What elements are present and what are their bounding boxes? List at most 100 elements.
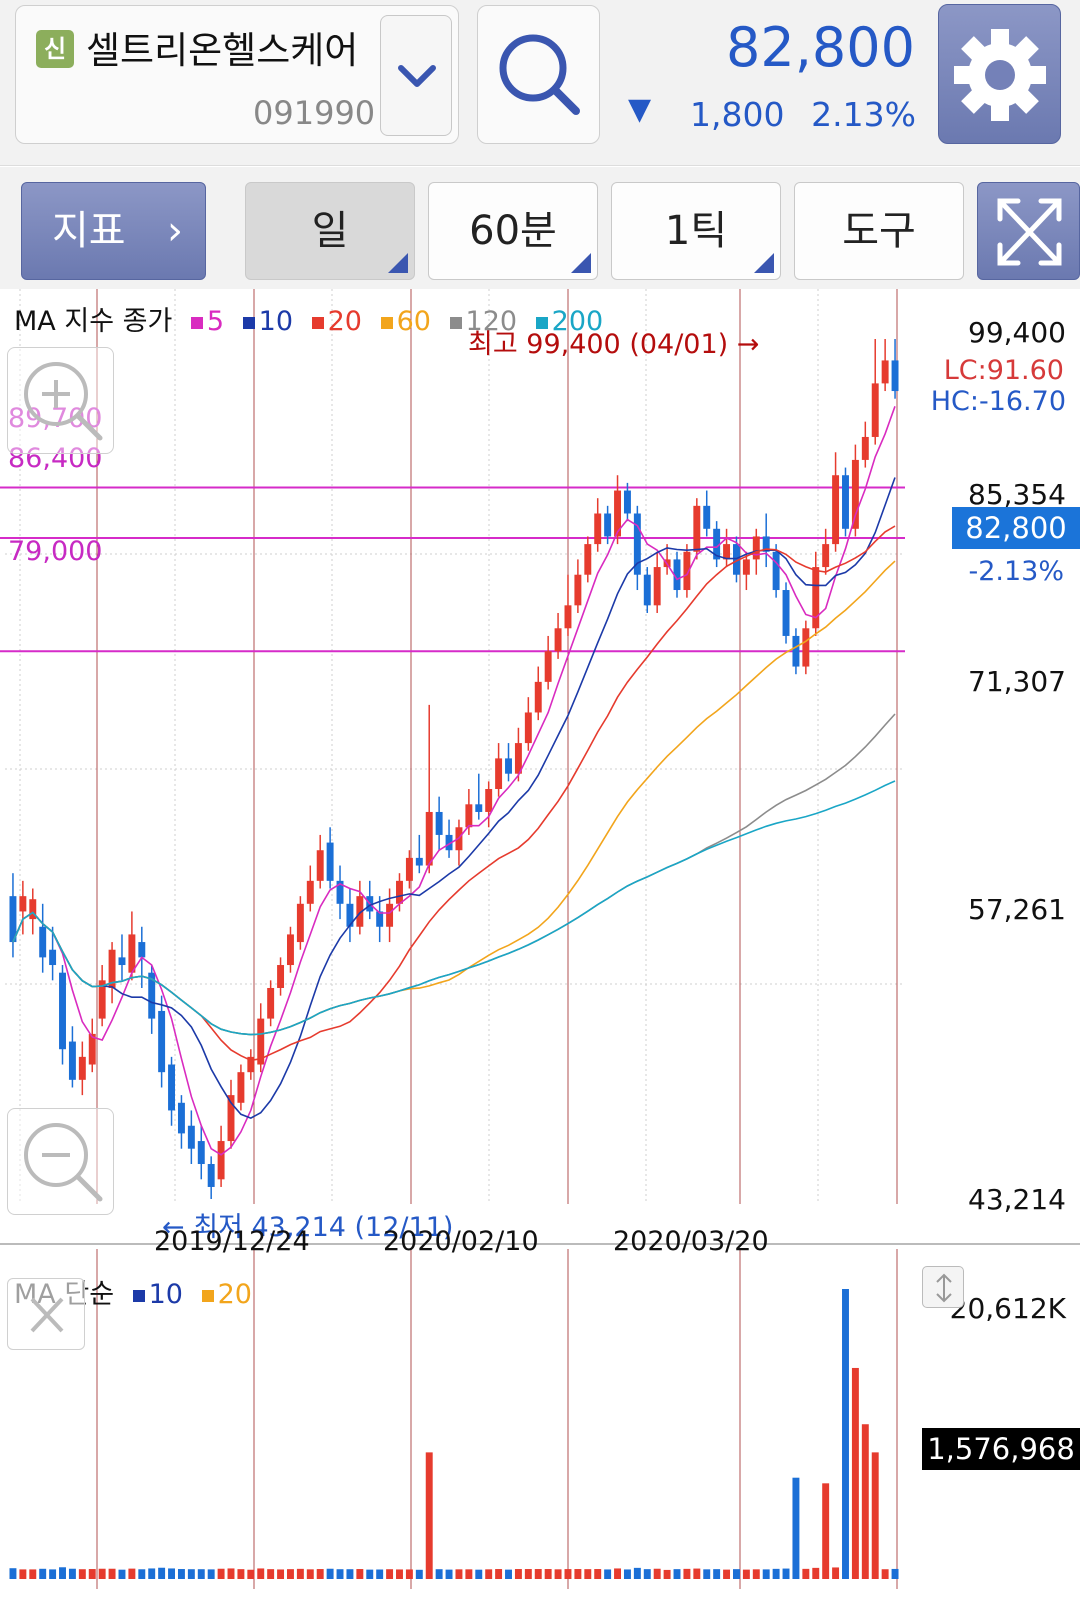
volume-bar — [316, 1569, 324, 1579]
volume-bar — [108, 1568, 116, 1579]
volume-bar — [455, 1569, 463, 1579]
candle-body — [356, 896, 364, 927]
volume-bar — [366, 1569, 374, 1579]
candle-body — [197, 1141, 205, 1165]
current-change-percent: -2.13% — [968, 556, 1064, 587]
legend-label-5: 5 — [206, 306, 225, 337]
volume-bar — [792, 1477, 800, 1579]
candle-body — [177, 1102, 185, 1134]
candle-body — [346, 903, 354, 927]
volume-max-label: 20,612K — [949, 1292, 1066, 1325]
candle-body — [465, 804, 473, 828]
volume-bar — [851, 1367, 859, 1579]
legend-label-200: 200 — [551, 306, 604, 337]
volume-bar — [306, 1569, 314, 1579]
volume-bar — [782, 1568, 790, 1579]
candle-body — [514, 743, 522, 774]
price-volume-chart[interactable] — [0, 289, 1080, 1597]
volume-bar — [574, 1569, 582, 1579]
candle-body — [68, 1041, 76, 1080]
tools-button[interactable]: 도구 — [794, 182, 964, 280]
candle-body — [118, 957, 126, 966]
hline-label-89700: 89,700 — [8, 403, 103, 434]
candle-body — [286, 934, 294, 966]
lc-value: LC:91.60 — [943, 355, 1064, 386]
volume-bar — [524, 1569, 532, 1579]
volume-bar — [138, 1569, 146, 1579]
volume-bar — [396, 1569, 403, 1579]
volume-bar — [871, 1452, 879, 1579]
volume-bar — [604, 1569, 612, 1579]
volume-bar — [197, 1569, 205, 1579]
volume-bar — [732, 1569, 740, 1579]
period-60min-button[interactable]: 60분 — [428, 182, 598, 280]
volume-bar — [29, 1569, 37, 1579]
settings-button[interactable] — [938, 4, 1061, 144]
volume-bar — [544, 1569, 552, 1579]
volume-bar — [267, 1569, 275, 1579]
volume-bar — [386, 1569, 394, 1579]
search-button[interactable] — [477, 5, 600, 144]
candle-body — [713, 528, 721, 560]
volume-bar — [772, 1568, 780, 1579]
volume-bar — [802, 1568, 810, 1579]
stock-selector[interactable]: 신 셀트리온헬스케어 091990 — [15, 5, 459, 144]
candle-body — [257, 1018, 265, 1065]
volume-bar — [286, 1569, 294, 1579]
legend-label-120: 120 — [465, 306, 518, 337]
candle-body — [812, 567, 820, 629]
corner-triangle-icon — [571, 253, 591, 273]
zoom-in-button[interactable] — [7, 347, 114, 454]
zoom-out-button[interactable] — [7, 1108, 114, 1215]
candle-body — [653, 567, 661, 606]
volume-bar — [861, 1424, 869, 1579]
period-60min-label: 60분 — [469, 208, 557, 254]
expand-button[interactable] — [977, 182, 1080, 280]
candle-body — [723, 544, 731, 560]
volume-bar — [762, 1569, 770, 1579]
candle-body — [693, 505, 701, 552]
volume-bar — [742, 1569, 750, 1579]
candle-body — [59, 972, 66, 1050]
stock-dropdown-button[interactable] — [380, 15, 452, 136]
candle-body — [128, 934, 136, 973]
volume-bar — [842, 1289, 849, 1579]
volume-bar — [514, 1569, 522, 1579]
volume-bar — [812, 1567, 820, 1579]
candle-body — [802, 628, 810, 667]
current-price: 82,800 — [726, 16, 915, 79]
legend-swatch-60 — [380, 316, 393, 329]
volume-bar — [336, 1569, 344, 1579]
legend-swatch-120 — [449, 316, 462, 329]
candle-body — [306, 880, 314, 904]
close-volume-button[interactable] — [7, 1278, 85, 1350]
x-label-3: 2020/03/20 — [613, 1226, 769, 1257]
volume-bar — [881, 1569, 889, 1579]
candle-body — [871, 383, 879, 437]
price-change-percent: 2.13% — [811, 95, 916, 134]
period-day-button[interactable]: 일 — [245, 182, 415, 280]
period-tick-button[interactable]: 1틱 — [611, 182, 781, 280]
stock-code: 091990 — [253, 94, 376, 132]
candle-body — [534, 681, 542, 713]
volume-bar — [653, 1568, 661, 1579]
resize-panel-button[interactable] — [922, 1266, 964, 1308]
volume-bar — [9, 1568, 17, 1579]
volume-bar — [128, 1568, 136, 1579]
legend-label-60: 60 — [396, 306, 431, 337]
legend-prefix: MA 지수 종가 — [14, 306, 173, 337]
volume-bar — [39, 1568, 47, 1579]
candle-body — [237, 1072, 245, 1103]
candle-body — [742, 559, 750, 575]
volume-bar — [237, 1569, 245, 1579]
volume-bar — [822, 1483, 830, 1579]
candle-body — [148, 972, 156, 1019]
candle-body — [524, 712, 532, 744]
indicator-button[interactable]: 지표 › — [21, 182, 206, 280]
candle-body — [405, 857, 413, 881]
candle-body — [792, 635, 800, 667]
chart-area[interactable] — [0, 289, 1080, 1597]
y-label-71307: 71,307 — [968, 665, 1066, 698]
candle-body — [495, 758, 503, 790]
candle-body — [29, 899, 37, 920]
